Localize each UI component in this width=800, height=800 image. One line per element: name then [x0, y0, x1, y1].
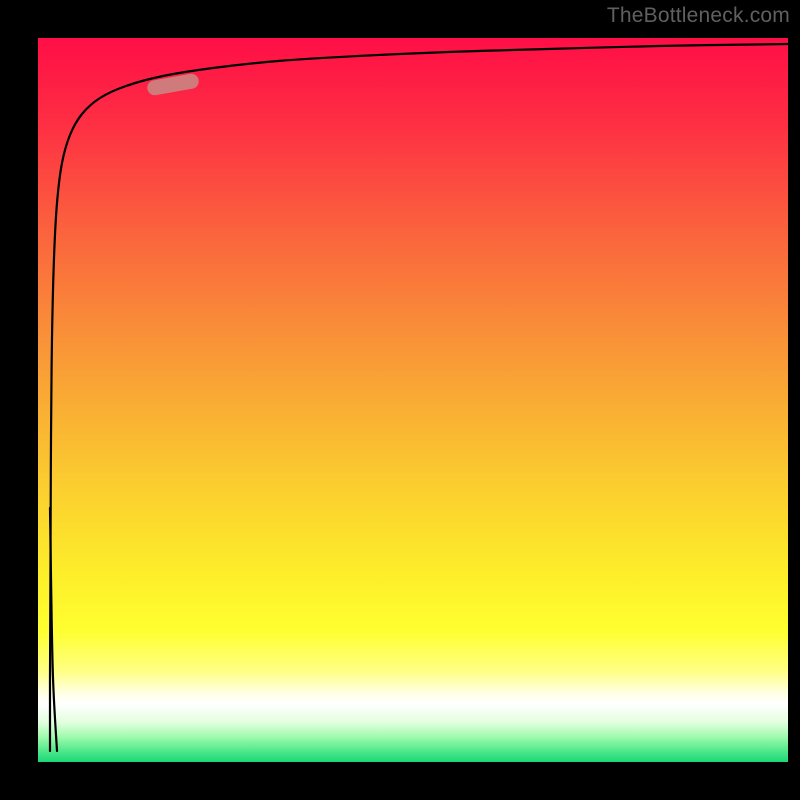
highlight-marker [146, 72, 200, 96]
frame-bottom [0, 762, 800, 800]
bottleneck-curve [38, 38, 788, 762]
chart-plot-area [38, 38, 788, 762]
watermark-text: TheBottleneck.com [607, 4, 790, 28]
frame-right [788, 0, 800, 800]
frame-left [0, 0, 38, 800]
